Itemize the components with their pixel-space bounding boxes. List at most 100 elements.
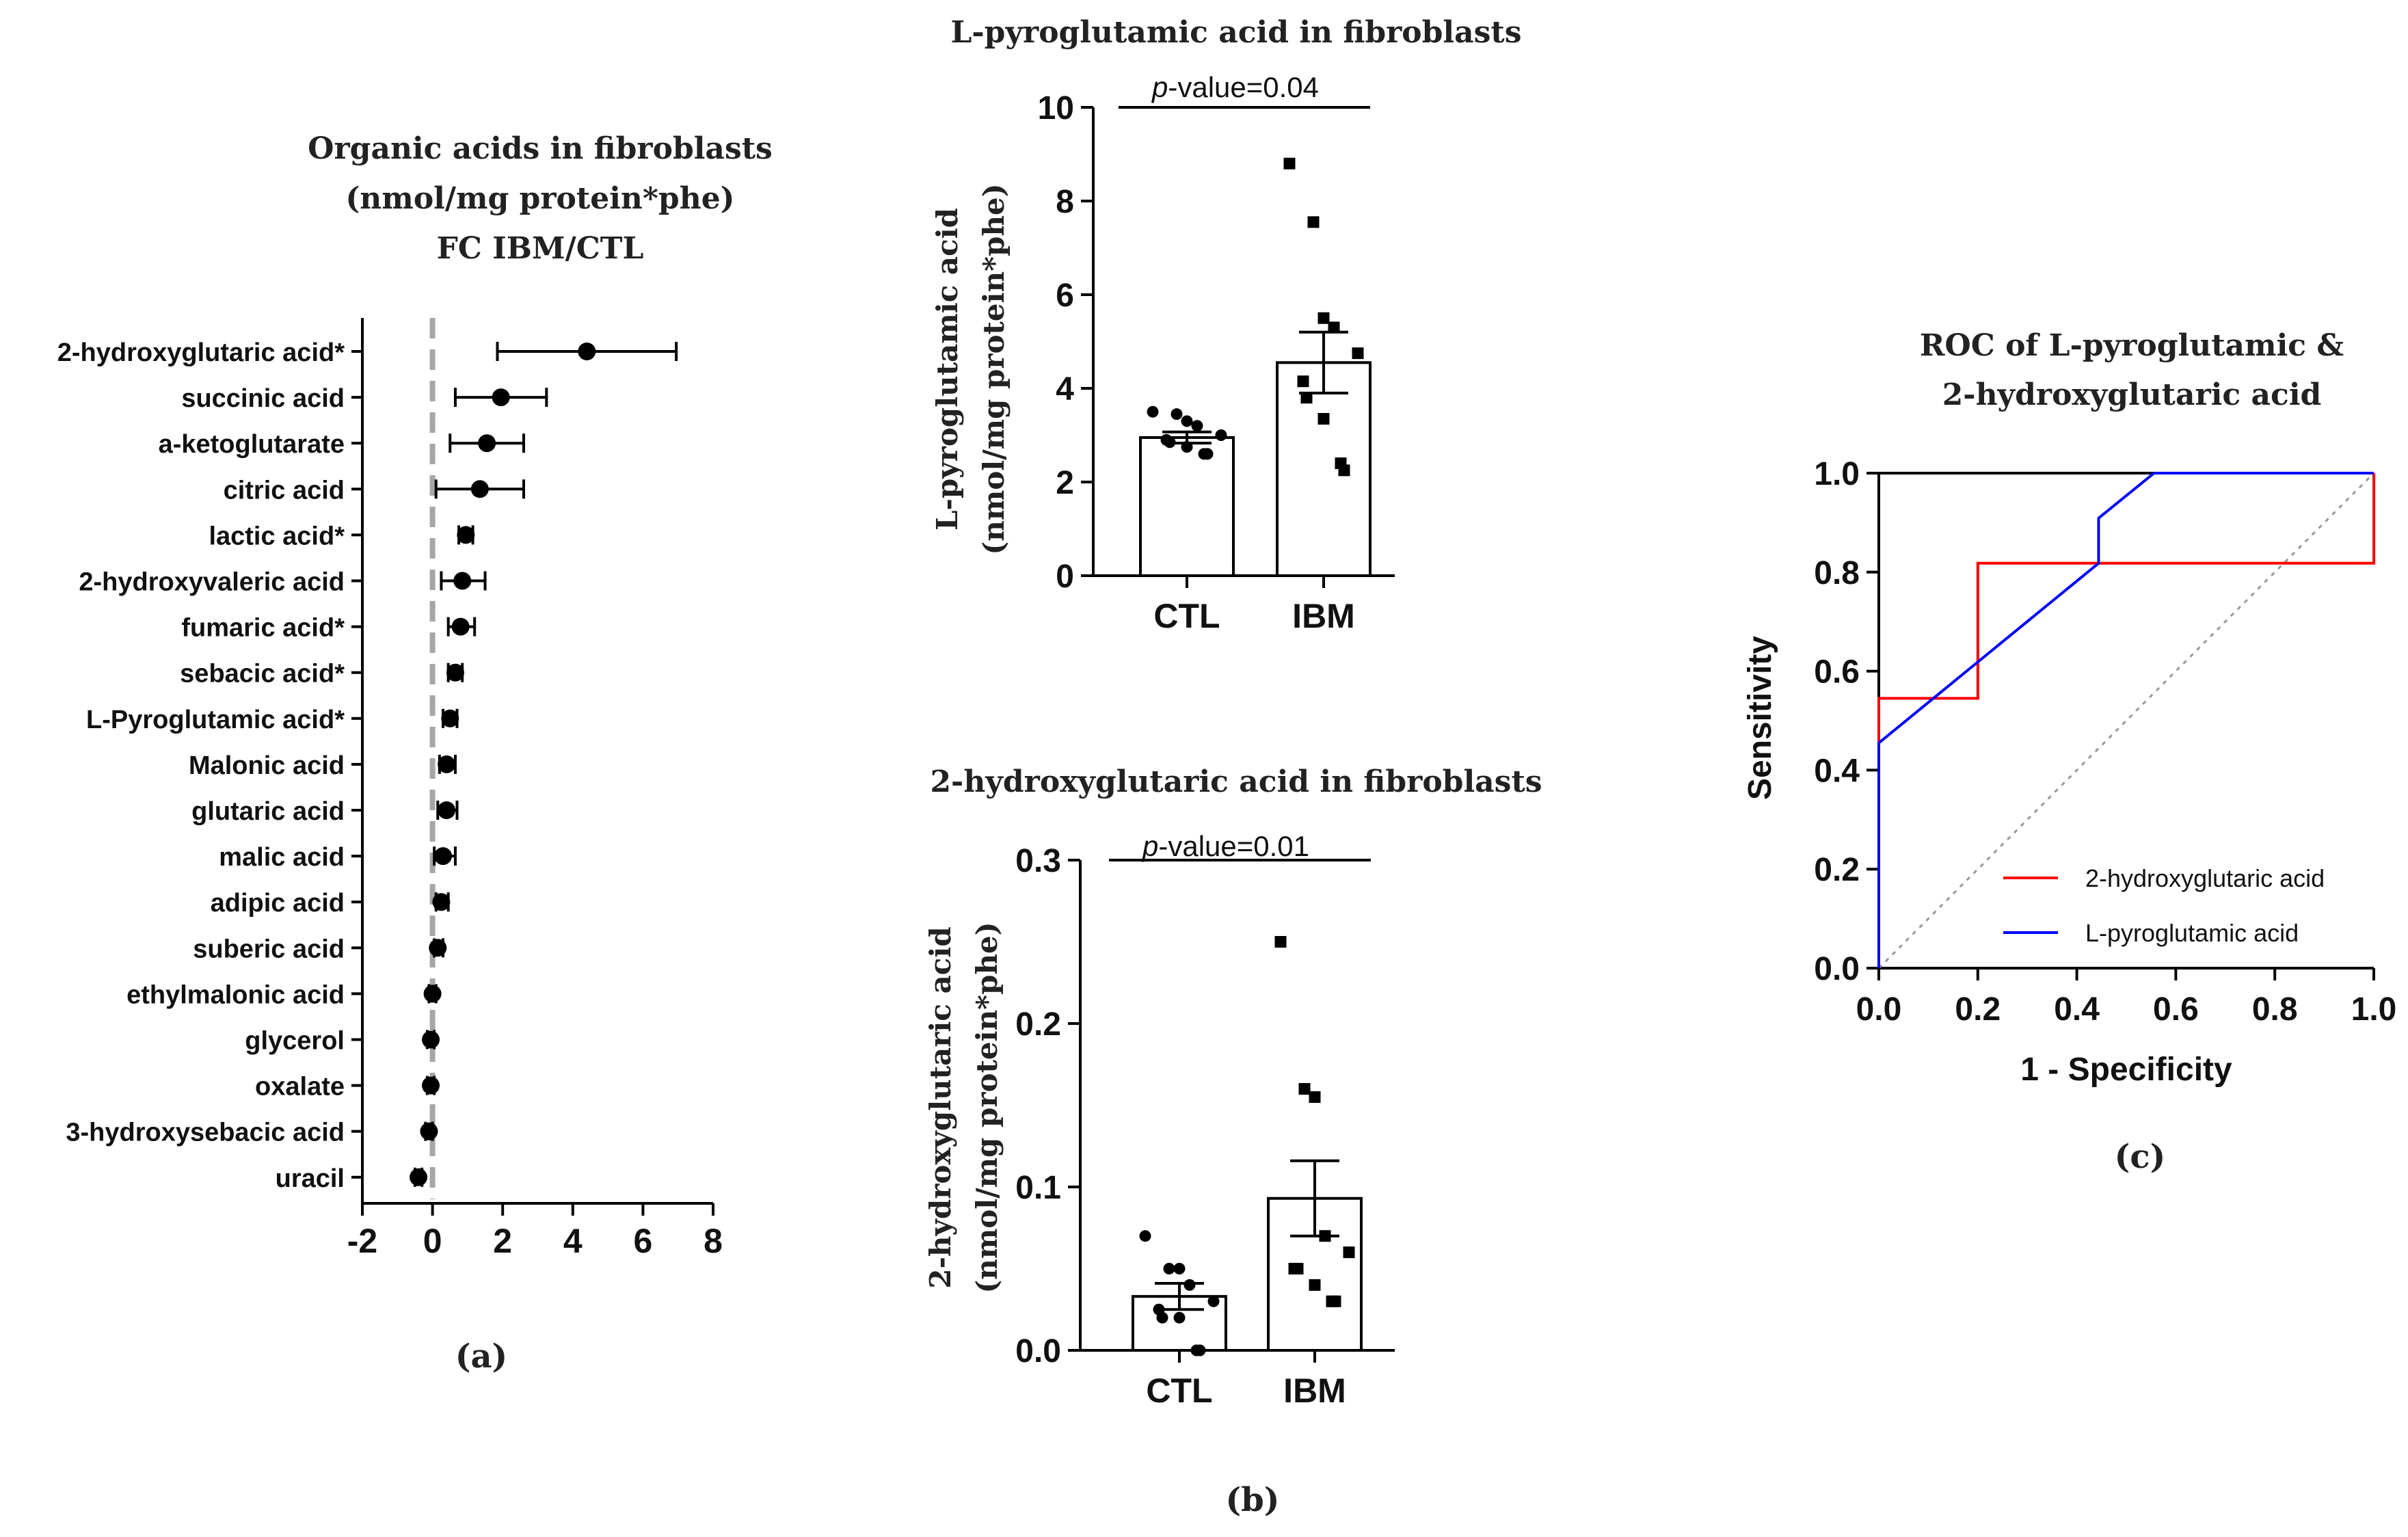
hydroxy-pvalue-prefix: p xyxy=(1141,830,1158,862)
roc-line-pyroglutamic xyxy=(1877,472,2374,968)
forest-point xyxy=(420,1122,438,1140)
panel-label-c: (c) xyxy=(2115,1138,2166,1176)
forest-row-label: L-Pyroglutamic acid* xyxy=(86,706,345,734)
forest-row-label: oxalate xyxy=(255,1073,345,1101)
forest-point xyxy=(441,709,459,727)
forest-plot-panel: Organic acids in fibroblasts (nmol/mg pr… xyxy=(57,131,773,1376)
hydroxy-g-point-ctl xyxy=(1207,1295,1220,1307)
pyro-g-point-ctl xyxy=(1147,405,1159,418)
pyro-pvalue: p-value=0.04 xyxy=(1151,71,1319,103)
forest-row-label: lactic acid* xyxy=(209,522,345,550)
pyro-g-y-tick-label: 4 xyxy=(1056,371,1074,407)
forest-title-line-3: FC IBM/CTL xyxy=(437,231,644,266)
forest-row-label: 2-hydroxyglutaric acid* xyxy=(57,338,345,367)
hydroxy-g-point-ctl xyxy=(1173,1311,1186,1324)
forest-x-tick-label: -2 xyxy=(347,1222,377,1260)
pyro-g-point-ibm xyxy=(1338,464,1350,477)
pyro-pvalue-text: -value=0.04 xyxy=(1168,71,1319,103)
hydroxyglutaric-bar-panel: 2-hydroxyglutaric acid in fibroblasts 2-… xyxy=(924,764,1542,1519)
hydroxy-g-point-ibm xyxy=(1309,1091,1321,1104)
forest-point xyxy=(422,1076,440,1095)
roc-xlabel: 1 - Specificity xyxy=(2020,1052,2232,1088)
pyro-g-point-ctl xyxy=(1164,436,1176,449)
forest-row-label: adipic acid xyxy=(211,889,345,918)
hydroxy-g-x-tick-label: IBM xyxy=(1283,1372,1346,1410)
forest-x-tick-label: 4 xyxy=(563,1222,583,1260)
hydroxy-g-point-ctl xyxy=(1173,1263,1186,1274)
pyro-ylabel-line-2: (nmol/mg protein*phe) xyxy=(977,183,1011,554)
roc-y-tick-label: 0.8 xyxy=(1814,555,1860,591)
forest-point xyxy=(438,755,456,773)
forest-x-tick-label: 0 xyxy=(423,1222,442,1260)
forest-row-label: suberic acid xyxy=(193,935,345,963)
roc-reference-diagonal xyxy=(1877,472,2375,970)
forest-row-label: citric acid xyxy=(224,476,345,505)
pyro-g-point-ibm xyxy=(1297,375,1309,388)
roc-x-tick-label: 1.0 xyxy=(2351,991,2397,1028)
pyro-ylabel-line-1: L-pyroglutamic acid xyxy=(931,208,964,531)
hydroxy-g-point-ctl xyxy=(1156,1311,1168,1324)
hydroxy-pvalue-text: -value=0.01 xyxy=(1158,830,1309,862)
pyro-g-y-tick-label: 2 xyxy=(1056,465,1074,501)
forest-title-line-2: (nmol/mg protein*phe) xyxy=(345,181,734,216)
forest-row-label: malic acid xyxy=(219,843,345,872)
pyro-g-point-ibm xyxy=(1283,157,1296,170)
pyro-g-bar-ibm xyxy=(1276,361,1372,577)
roc-title-line-1: ROC of L-pyroglutamic & xyxy=(1920,328,2344,363)
roc-y-tick-label: 1.0 xyxy=(1814,456,1860,492)
roc-legend-label: L-pyroglutamic acid xyxy=(2085,919,2299,947)
forest-point xyxy=(432,893,451,911)
forest-point xyxy=(478,434,496,453)
hydroxy-g-point-ctl xyxy=(1194,1344,1206,1356)
forest-point xyxy=(429,939,447,957)
forest-point xyxy=(492,388,510,407)
forest-row-label: 3-hydroxysebacic acid xyxy=(66,1119,345,1147)
roc-y-tick-label: 0.0 xyxy=(1814,951,1860,987)
hydroxy-title: 2-hydroxyglutaric acid in fibroblasts xyxy=(930,764,1542,799)
pyro-g-y-tick-label: 10 xyxy=(1038,90,1074,126)
pyro-g-point-ctl xyxy=(1201,448,1214,460)
pyro-g-point-ibm xyxy=(1328,321,1340,334)
pyro-g-point-ctl xyxy=(1170,408,1183,420)
forest-point xyxy=(423,985,442,1003)
roc-y-tick-label: 0.6 xyxy=(1814,654,1860,691)
pyro-g-point-ibm xyxy=(1300,392,1313,404)
hydroxy-g-point-ibm xyxy=(1329,1295,1341,1307)
pyro-g-x-tick-label: CTL xyxy=(1153,597,1220,635)
roc-y-tick-label: 0.4 xyxy=(1814,753,1860,789)
pyro-g-point-ctl xyxy=(1215,429,1227,441)
forest-row-label: fumaric acid* xyxy=(181,614,345,643)
forest-x-tick-label: 8 xyxy=(704,1222,723,1260)
forest-point xyxy=(438,801,456,819)
hydroxy-g-point-ibm xyxy=(1319,1230,1331,1242)
hydroxy-g-point-ctl xyxy=(1183,1279,1196,1291)
hydroxy-g-y-tick-label: 0.0 xyxy=(1015,1333,1061,1369)
forest-row-label: ethylmalonic acid xyxy=(126,980,345,1009)
forest-x-tick-label: 6 xyxy=(633,1222,652,1260)
hydroxy-g-point-ctl xyxy=(1139,1230,1151,1242)
forest-row-label: 2-hydroxyvaleric acid xyxy=(79,568,345,597)
roc-x-tick-label: 0.8 xyxy=(2252,991,2298,1028)
pyro-g-point-ctl xyxy=(1191,420,1203,432)
pyro-title: L-pyroglutamic acid in fibroblasts xyxy=(950,15,1521,50)
forest-point xyxy=(453,572,472,590)
hydroxy-g-point-ibm xyxy=(1292,1263,1304,1274)
forest-point xyxy=(433,847,452,866)
forest-row-label: a-ketoglutarate xyxy=(159,430,345,459)
roc-x-tick-label: 0.4 xyxy=(2054,991,2100,1028)
hydroxy-pvalue: p-value=0.01 xyxy=(1141,830,1309,862)
forest-row-label: sebacic acid* xyxy=(180,660,345,689)
roc-legend-label: 2-hydroxyglutaric acid xyxy=(2085,864,2325,892)
pyro-g-y-tick-label: 0 xyxy=(1056,559,1074,595)
forest-row-label: glutaric acid xyxy=(191,797,345,826)
hydroxy-g-y-tick-label: 0.2 xyxy=(1015,1006,1061,1043)
roc-title-line-2: 2-hydroxyglutaric acid xyxy=(1942,377,2322,412)
roc-panel: ROC of L-pyroglutamic & 2-hydroxyglutari… xyxy=(1742,328,2396,1176)
pyro-g-point-ibm xyxy=(1352,347,1364,360)
forest-point xyxy=(446,663,464,682)
pyro-g-point-ibm xyxy=(1317,312,1330,324)
pyro-g-bar-ctl xyxy=(1139,436,1235,577)
forest-point xyxy=(422,1030,440,1049)
pyro-g-point-ctl xyxy=(1181,441,1193,453)
pyro-g-point-ctl xyxy=(1181,415,1193,427)
